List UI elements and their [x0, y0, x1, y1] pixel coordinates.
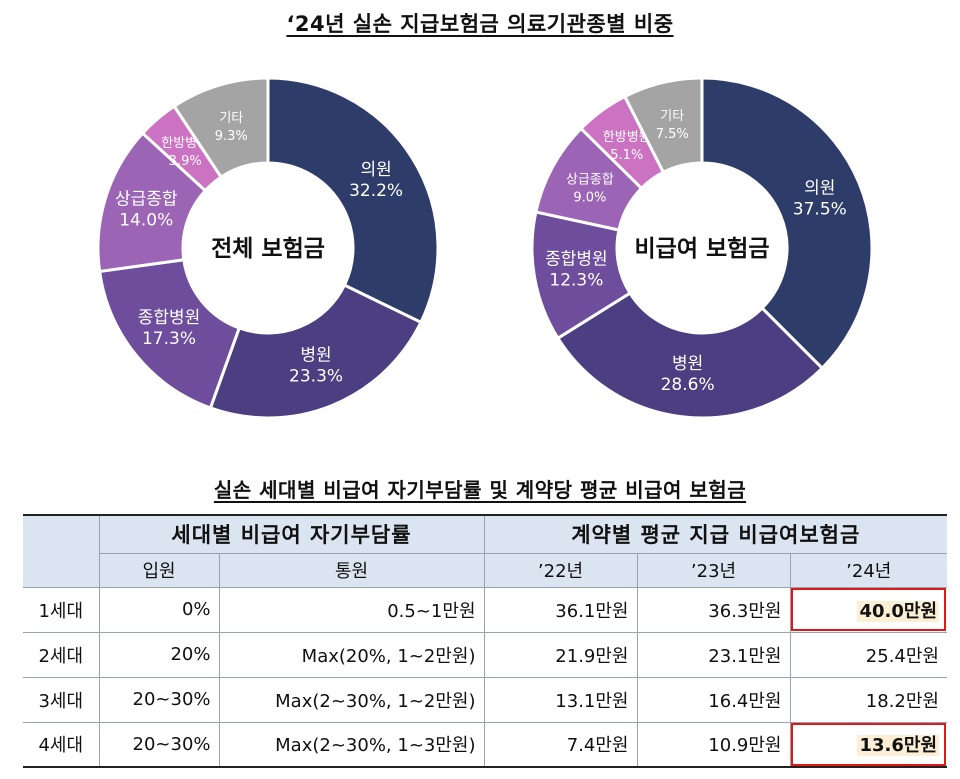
- slice-종합병원: [97, 258, 242, 410]
- slice-value: 12.3%: [549, 270, 603, 290]
- slice-병원: [208, 283, 423, 420]
- slice-value: 9.3%: [215, 129, 248, 144]
- slice-value: 7.5%: [656, 127, 689, 142]
- col-header-outpatient: 통원: [218, 552, 485, 588]
- slice-value: 37.5%: [793, 200, 847, 220]
- donut-chart-1: 의원32.2%병원23.3%종합병원17.3%상급종합14.0%한방병원3.9%…: [96, 76, 440, 420]
- slice-label: 한방병원: [603, 130, 651, 145]
- donut-charts: 의원32.2%병원23.3%종합병원17.3%상급종합14.0%한방병원3.9%…: [96, 76, 874, 420]
- cell-outpatient: 0.5~1만원: [218, 586, 485, 633]
- slice-병원: [555, 291, 825, 420]
- col-header-2024: ’24년: [789, 552, 947, 588]
- col-header-2023: ’23년: [636, 552, 791, 588]
- slice-label: 종합병원: [138, 308, 201, 328]
- slice-value: 5.1%: [610, 148, 643, 163]
- row-header: 3세대: [23, 676, 100, 723]
- cell-2022: 21.9만원: [483, 631, 638, 678]
- row-header: 2세대: [23, 631, 100, 678]
- cell-inpatient: 20%: [98, 631, 220, 678]
- slice-label: 상급종합: [566, 172, 614, 187]
- table-row: 1세대 0% 0.5~1만원 36.1만원 36.3만원 40.0만원: [23, 586, 947, 633]
- cell-2022: 7.4만원: [483, 721, 638, 767]
- highlight-value: 40.0만원: [857, 600, 939, 622]
- slice-value: 9.0%: [573, 190, 606, 205]
- slice-기타: [622, 76, 704, 175]
- cell-outpatient: Max(2~30%, 1~3만원): [218, 721, 485, 767]
- table-row: 4세대 20~30% Max(2~30%, 1~3만원) 7.4만원 10.9만…: [23, 721, 947, 767]
- cell-2023: 10.9만원: [636, 721, 791, 767]
- slice-value: 28.6%: [661, 375, 715, 395]
- row-header: 4세대: [23, 721, 100, 767]
- slice-기타: [172, 76, 270, 180]
- slice-value: 14.0%: [119, 211, 173, 231]
- slice-label: 병원: [300, 346, 331, 366]
- chart-title: ‘24년 실손 지급보험금 의료기관종별 비중: [286, 12, 674, 36]
- corner-header: [23, 515, 100, 588]
- group-header-avg-claim: 계약별 평균 지급 비급여보험금: [483, 515, 947, 554]
- cell-inpatient: 0%: [98, 586, 220, 633]
- slice-label: 상급종합: [115, 190, 178, 210]
- cell-2024-highlighted: 40.0만원: [789, 586, 947, 633]
- cell-outpatient: Max(2~30%, 1~2만원): [218, 676, 485, 723]
- cell-inpatient: 20~30%: [98, 676, 220, 723]
- table-row: 3세대 20~30% Max(2~30%, 1~2만원) 13.1만원 16.4…: [23, 676, 947, 723]
- donut-center-label: 비급여 보험금: [635, 236, 770, 262]
- slice-label: 의원: [804, 179, 835, 199]
- col-header-2022: ’22년: [483, 552, 638, 588]
- donut-center-label: 전체 보험금: [211, 236, 325, 262]
- cell-2022: 36.1만원: [483, 586, 638, 633]
- cell-2023: 36.3만원: [636, 586, 791, 633]
- table-title: 실손 세대별 비급여 자기부담률 및 계약당 평균 비급여 보험금: [213, 478, 747, 502]
- slice-의원: [700, 76, 874, 371]
- cell-2023: 16.4만원: [636, 676, 791, 723]
- slice-label: 기타: [219, 111, 243, 126]
- cell-2023: 23.1만원: [636, 631, 791, 678]
- highlight-value: 13.6만원: [857, 735, 939, 757]
- slice-의원: [266, 76, 440, 325]
- table-row: 2세대 20% Max(20%, 1~2만원) 21.9만원 23.1만원 25…: [23, 631, 947, 678]
- slice-value: 3.9%: [169, 154, 202, 169]
- cell-2024: 18.2만원: [789, 676, 947, 723]
- row-header: 1세대: [23, 586, 100, 633]
- cell-2024-highlighted: 13.6만원: [789, 721, 947, 767]
- slice-label: 의원: [360, 160, 391, 180]
- group-header-copay: 세대별 비급여 자기부담률: [98, 515, 485, 554]
- slice-label: 종합병원: [545, 249, 608, 269]
- cell-2024: 25.4만원: [789, 631, 947, 678]
- cell-outpatient: Max(20%, 1~2만원): [218, 631, 485, 678]
- slice-label: 병원: [672, 354, 703, 374]
- slice-label: 기타: [660, 109, 684, 124]
- generation-stats-table: 세대별 비급여 자기부담률 계약별 평균 지급 비급여보험금 입원 통원 ’22…: [23, 514, 947, 768]
- slice-value: 23.3%: [289, 367, 343, 387]
- cell-inpatient: 20~30%: [98, 721, 220, 767]
- cell-2022: 13.1만원: [483, 676, 638, 723]
- col-header-inpatient: 입원: [99, 552, 220, 588]
- slice-value: 17.3%: [142, 329, 196, 349]
- slice-value: 32.2%: [349, 181, 403, 201]
